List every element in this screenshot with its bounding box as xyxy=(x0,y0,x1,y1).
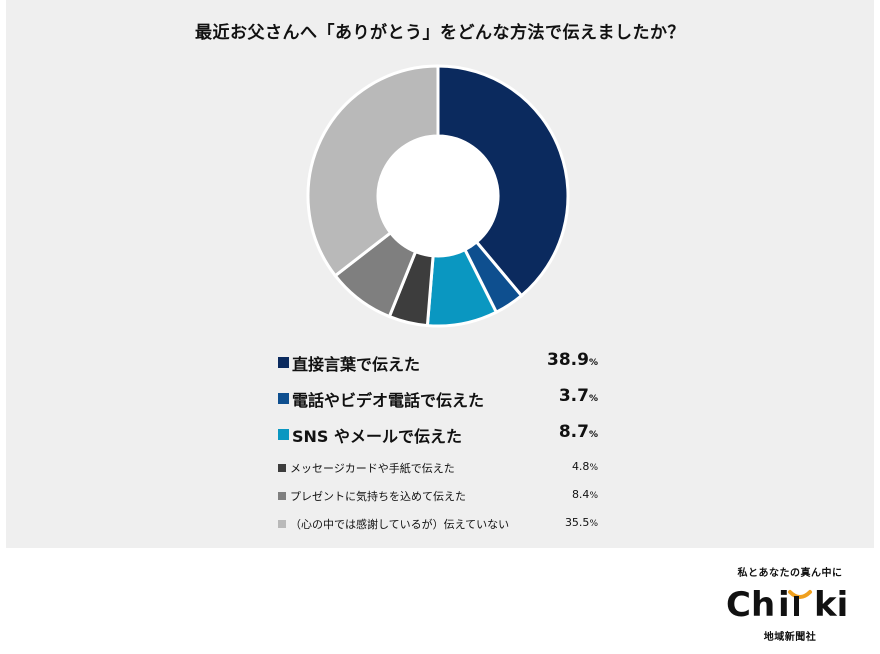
legend-item: メッセージカードや手紙で伝えた 4.8% xyxy=(276,456,606,484)
legend-swatch xyxy=(278,429,289,440)
svg-text:ki: ki xyxy=(814,585,848,624)
legend-item: SNS やメールで伝えた 8.7% xyxy=(276,420,606,456)
legend-swatch xyxy=(278,464,286,472)
donut-chart xyxy=(306,64,570,328)
legend-item: 直接言葉で伝えた 38.9% xyxy=(276,348,606,384)
legend-swatch xyxy=(278,520,286,528)
legend-label: プレゼントに気持ちを込めて伝えた xyxy=(290,490,466,503)
publisher-logo: 私とあなたの真ん中に Ch i ki 地域新聞社 xyxy=(720,558,860,648)
chart-title: 最近お父さんへ「ありがとう」をどんな方法で伝えましたか？ xyxy=(195,23,685,43)
svg-text:i: i xyxy=(778,585,790,624)
logo-tagline: 私とあなたの真ん中に xyxy=(737,568,843,579)
legend-label: 電話やビデオ電話で伝えた xyxy=(292,391,485,410)
logo-org-name: 地域新聞社 xyxy=(763,632,817,643)
legend-swatch xyxy=(278,393,289,404)
legend-swatch xyxy=(278,357,289,368)
data-label: 8.7% xyxy=(558,422,598,442)
legend-label: SNS やメールで伝えた xyxy=(292,427,463,446)
data-label: 8.4% xyxy=(571,488,598,501)
legend-item: プレゼントに気持ちを込めて伝えた 8.4% xyxy=(276,484,606,512)
legend-item: （心の中では感謝しているが）伝えていない 35.5% xyxy=(276,512,606,540)
svg-text:Ch: Ch xyxy=(726,585,775,624)
legend-swatch xyxy=(278,492,286,500)
data-label: 4.8% xyxy=(571,460,598,473)
legend-label: 直接言葉で伝えた xyxy=(292,355,421,374)
chiiki-wordmark-logo: Ch i ki xyxy=(726,585,848,624)
data-label: 38.9% xyxy=(547,350,598,370)
legend: 直接言葉で伝えた 38.9% 電話やビデオ電話で伝えた 3.7% SNS やメールで伝え… xyxy=(276,348,606,540)
legend-item: 電話やビデオ電話で伝えた 3.7% xyxy=(276,384,606,420)
donut-hole xyxy=(378,136,498,256)
legend-label: メッセージカードや手紙で伝えた xyxy=(290,462,455,475)
legend-label: （心の中では感謝しているが）伝えていない xyxy=(290,518,510,531)
data-label: 3.7% xyxy=(558,386,598,406)
data-label: 35.5% xyxy=(564,516,598,529)
